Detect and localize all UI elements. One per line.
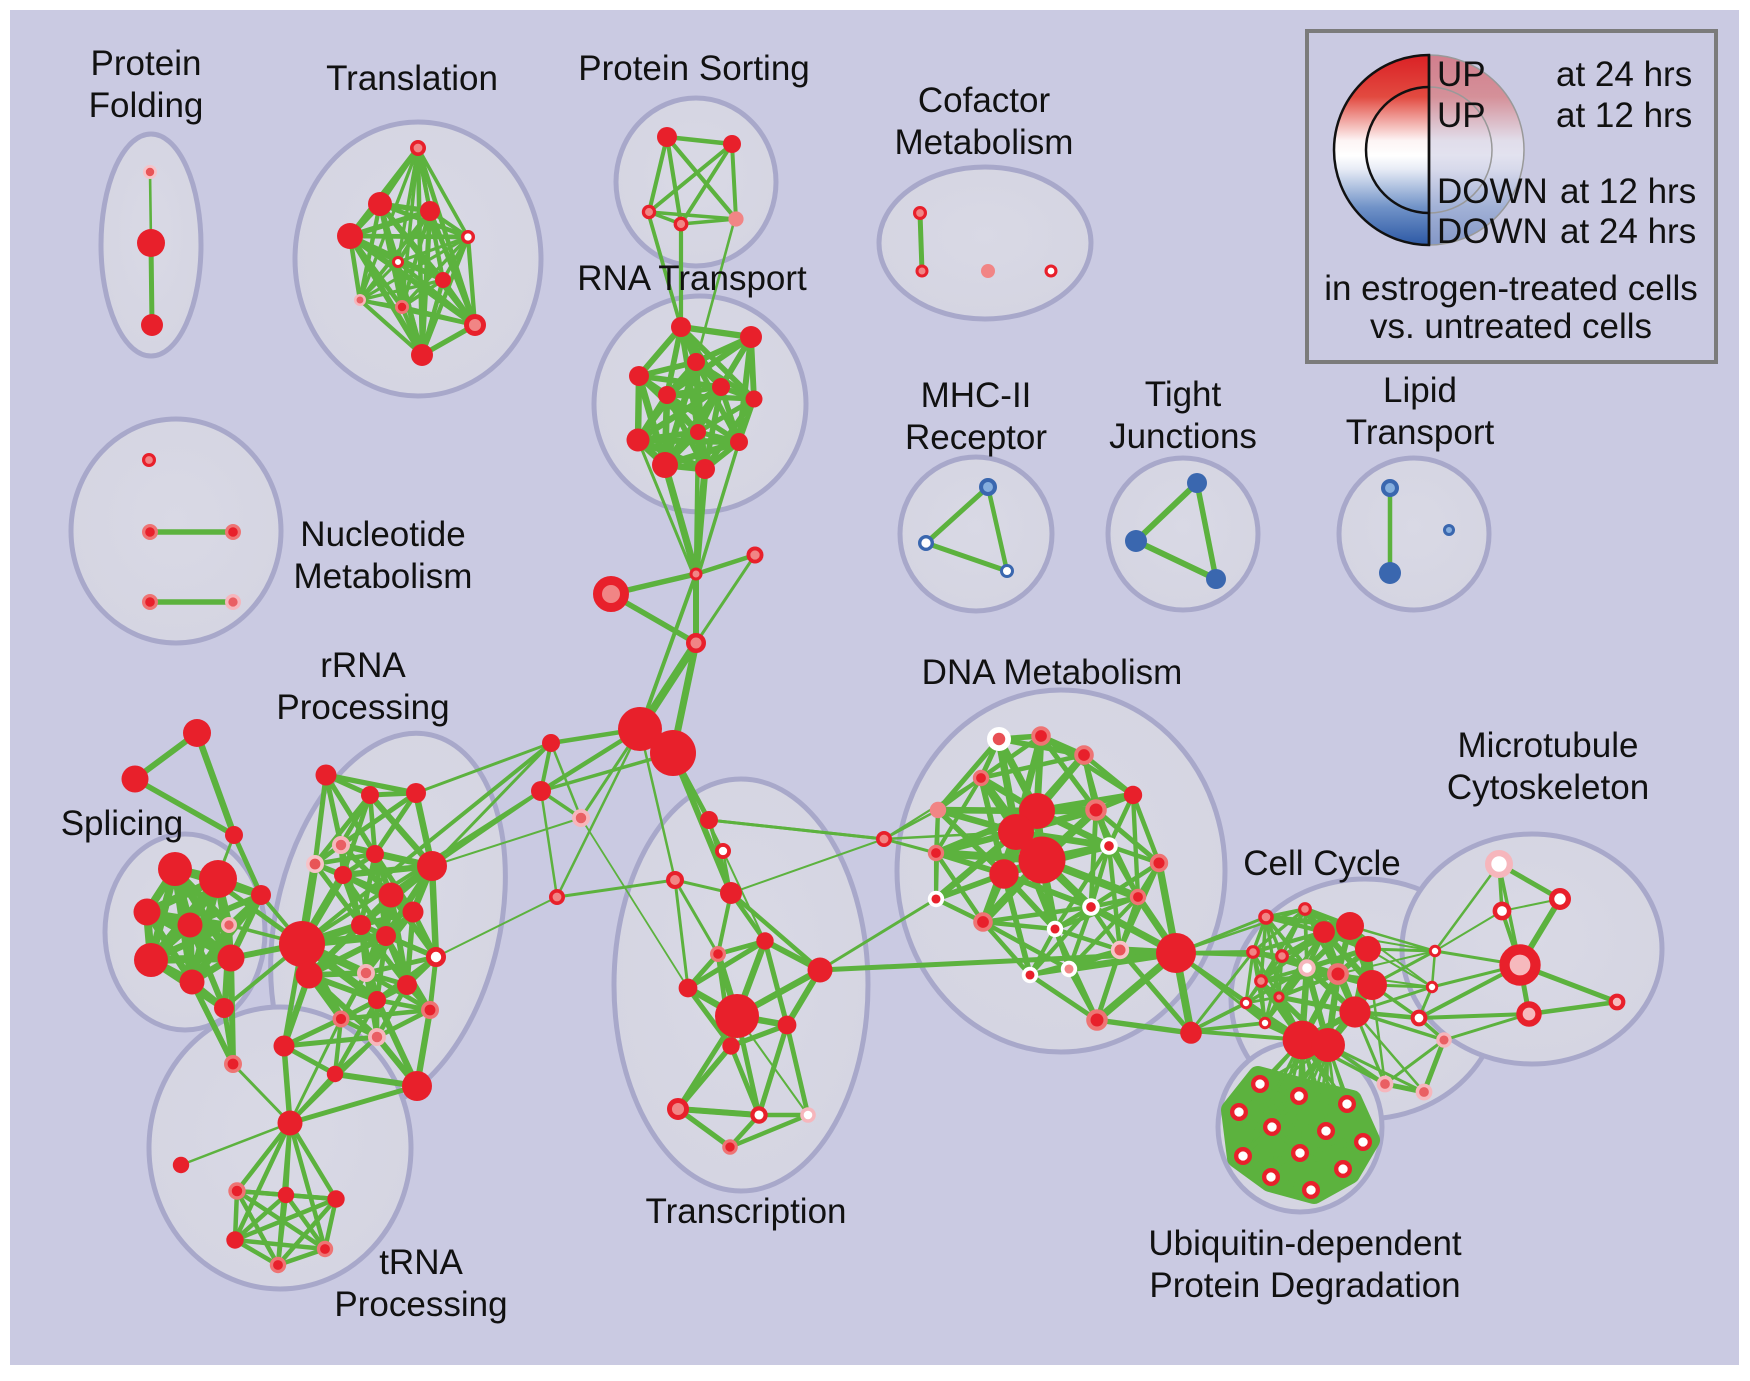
svg-text:Cytoskeleton: Cytoskeleton: [1447, 768, 1649, 807]
svg-text:Processing: Processing: [276, 688, 449, 727]
svg-text:at 24 hrs: at 24 hrs: [1556, 55, 1692, 94]
svg-text:Protein Sorting: Protein Sorting: [578, 49, 810, 88]
svg-text:Transport: Transport: [1346, 413, 1495, 452]
svg-text:rRNA: rRNA: [320, 646, 406, 685]
svg-text:Receptor: Receptor: [905, 418, 1047, 457]
svg-text:Transcription: Transcription: [646, 1192, 847, 1231]
svg-text:MHC-II: MHC-II: [921, 376, 1032, 415]
svg-text:DOWN: DOWN: [1437, 212, 1548, 251]
svg-text:tRNA: tRNA: [379, 1243, 463, 1282]
svg-text:Metabolism: Metabolism: [294, 557, 473, 596]
svg-text:Metabolism: Metabolism: [895, 123, 1074, 162]
svg-text:Microtubule: Microtubule: [1458, 726, 1639, 765]
svg-text:at 12 hrs: at 12 hrs: [1556, 96, 1692, 135]
svg-text:DNA Metabolism: DNA Metabolism: [922, 653, 1183, 692]
svg-text:at 24 hrs: at 24 hrs: [1560, 212, 1696, 251]
svg-text:Ubiquitin-dependent: Ubiquitin-dependent: [1148, 1224, 1462, 1263]
svg-text:Nucleotide: Nucleotide: [300, 515, 465, 554]
svg-text:Splicing: Splicing: [61, 804, 184, 843]
svg-text:RNA Transport: RNA Transport: [577, 259, 807, 298]
svg-text:Lipid: Lipid: [1383, 371, 1457, 410]
svg-text:Junctions: Junctions: [1109, 417, 1257, 456]
svg-text:in estrogen-treated cells: in estrogen-treated cells: [1324, 269, 1698, 308]
svg-text:Cell Cycle: Cell Cycle: [1243, 844, 1401, 883]
svg-text:Protein Degradation: Protein Degradation: [1149, 1266, 1460, 1305]
svg-text:UP: UP: [1437, 55, 1486, 94]
svg-text:Protein: Protein: [91, 44, 202, 83]
svg-text:Processing: Processing: [334, 1285, 507, 1324]
svg-text:Tight: Tight: [1145, 375, 1222, 414]
svg-text:vs. untreated cells: vs. untreated cells: [1370, 307, 1652, 346]
svg-text:at 12 hrs: at 12 hrs: [1560, 172, 1696, 211]
svg-text:Folding: Folding: [89, 86, 204, 125]
svg-text:Translation: Translation: [326, 59, 498, 98]
svg-text:DOWN: DOWN: [1437, 172, 1548, 211]
svg-text:Cofactor: Cofactor: [918, 81, 1051, 120]
svg-text:UP: UP: [1437, 96, 1486, 135]
